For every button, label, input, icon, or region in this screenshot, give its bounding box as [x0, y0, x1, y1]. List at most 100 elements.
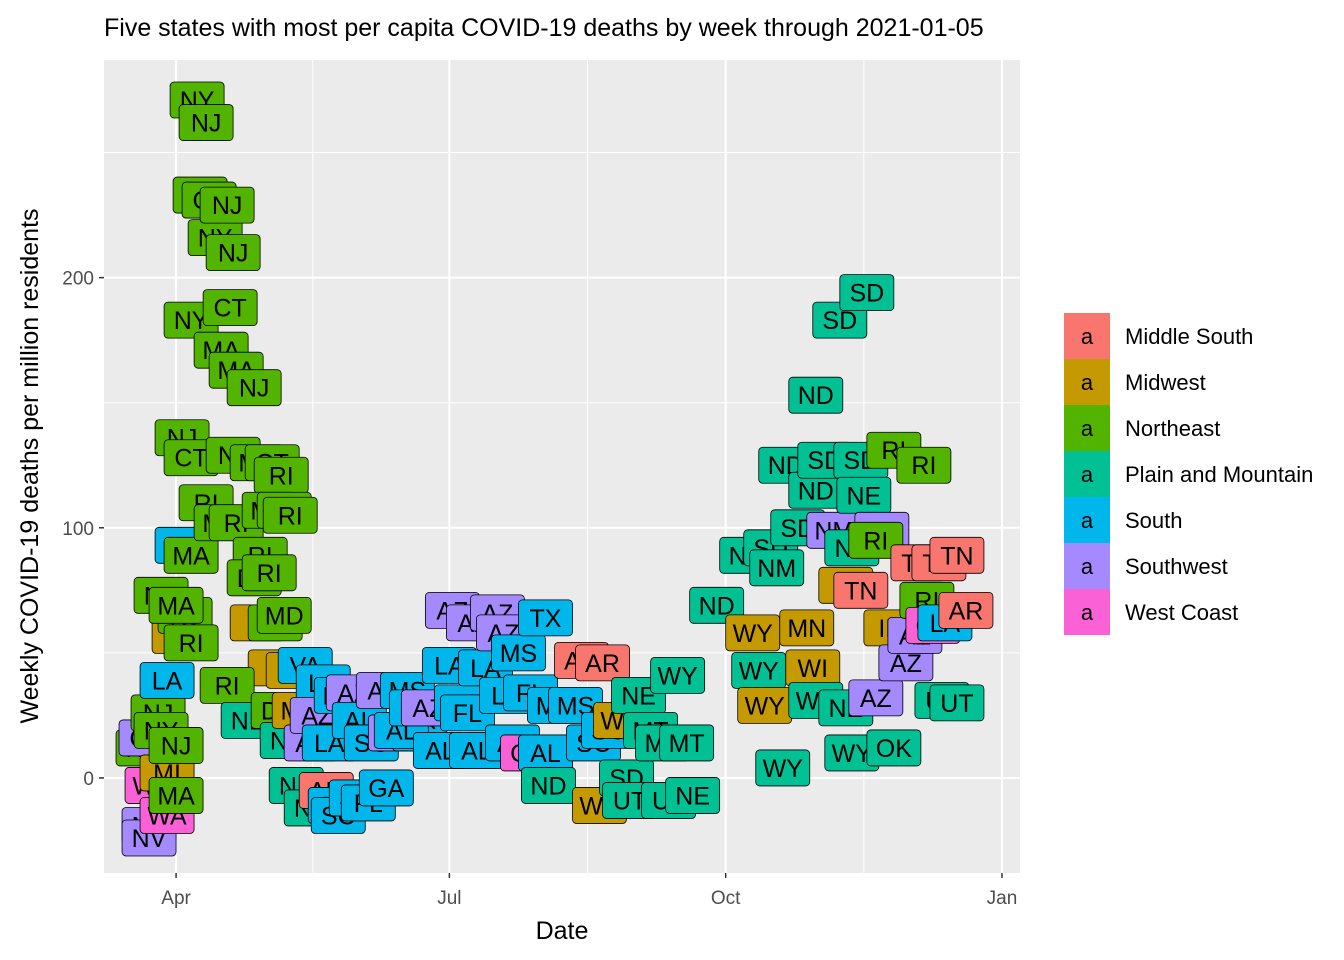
- data-point: TX: [518, 599, 573, 637]
- legend-key-glyph: a: [1081, 508, 1094, 533]
- legend-key-glyph: a: [1081, 600, 1094, 625]
- point-label-box: [256, 596, 312, 634]
- point-label: AR: [585, 650, 620, 678]
- point-label-box: [896, 446, 952, 484]
- point-label-box: [241, 554, 297, 592]
- data-point: UT: [929, 684, 985, 722]
- legend-key-glyph: a: [1081, 416, 1094, 441]
- legend-key: [1064, 405, 1110, 451]
- legend-key: [1064, 451, 1110, 497]
- point-label-box: [848, 521, 904, 559]
- point-label: TX: [530, 605, 562, 633]
- y-tick-label: 0: [83, 769, 94, 790]
- data-point: TN: [929, 536, 985, 574]
- data-point: GA: [358, 769, 414, 807]
- legend-item: a Midwest: [1064, 359, 1206, 405]
- point-label: AZ: [890, 650, 922, 678]
- point-label-box: [833, 571, 889, 609]
- point-label: OK: [876, 735, 912, 763]
- point-label-box: [358, 769, 414, 807]
- point-label: NE: [846, 482, 881, 510]
- legend-key: [1064, 359, 1110, 405]
- point-label-box: [839, 274, 895, 312]
- point-label: MA: [157, 592, 195, 620]
- point-label: ND: [798, 477, 834, 505]
- data-point: AL: [518, 734, 573, 772]
- point-label: WY: [657, 662, 698, 690]
- point-label: CT: [174, 445, 207, 473]
- data-point: NE: [665, 777, 721, 814]
- point-label-box: [866, 729, 922, 767]
- y-tick-label: 100: [62, 519, 94, 540]
- point-label: MS: [500, 640, 538, 668]
- legend-item: a Middle South: [1064, 313, 1253, 359]
- legend-item: a Plain and Mountain: [1064, 451, 1313, 497]
- point-label: MN: [787, 615, 826, 643]
- legend-item: a Northeast: [1064, 405, 1220, 451]
- legend-item: a West Coast: [1064, 589, 1238, 635]
- point-label: RI: [269, 462, 294, 490]
- data-point: ND: [521, 767, 576, 804]
- point-label-box: [226, 369, 282, 407]
- point-label-box: [755, 749, 811, 787]
- data-point: RI: [848, 521, 904, 559]
- data-point: ND: [689, 586, 745, 624]
- point-label-box: [205, 234, 261, 272]
- point-label-box: [178, 104, 234, 141]
- point-label: GA: [368, 775, 404, 803]
- point-label: MT: [669, 730, 705, 758]
- point-label-box: [938, 591, 994, 629]
- point-label-box: [521, 767, 576, 804]
- point-label: TN: [940, 542, 973, 570]
- point-label-box: [659, 724, 715, 762]
- data-point: ND: [788, 376, 844, 414]
- point-label: MA: [172, 542, 210, 570]
- point-label: NE: [621, 682, 656, 710]
- point-label-box: [139, 661, 195, 699]
- legend-label: Southwest: [1125, 554, 1228, 579]
- data-point: RI: [262, 496, 318, 534]
- point-label-box: [848, 679, 904, 717]
- point-label: UT: [613, 787, 646, 815]
- x-tick-label: Oct: [711, 888, 741, 909]
- data-point: RI: [241, 554, 297, 592]
- data-point: OK: [866, 729, 922, 767]
- data-point: AZ: [878, 644, 934, 682]
- legend-label: South: [1125, 508, 1183, 533]
- point-label: AZ: [860, 685, 892, 713]
- legend-key-glyph: a: [1081, 554, 1094, 579]
- legend-key: [1064, 543, 1110, 589]
- point-label: ND: [530, 772, 566, 800]
- data-point: MS: [491, 634, 546, 672]
- legend-item: a Southwest: [1064, 543, 1228, 589]
- data-point: MT: [659, 724, 715, 762]
- point-label: RI: [215, 672, 240, 700]
- chart-title: Five states with most per capita COVID-1…: [104, 14, 984, 42]
- point-label: WI: [798, 655, 829, 683]
- data-point: MD: [256, 596, 312, 634]
- legend-key: [1064, 589, 1110, 635]
- point-label: NJ: [191, 110, 222, 138]
- legend: a Middle South a Midwest a Northeast a Plain an…: [1064, 313, 1313, 635]
- point-label-box: [491, 634, 546, 672]
- data-point: CT: [163, 439, 219, 477]
- legend-label: West Coast: [1125, 600, 1238, 625]
- point-label-box: [689, 586, 745, 624]
- y-axis-ticks: 0 100 200: [62, 269, 104, 790]
- data-point: AR: [938, 591, 994, 629]
- data-point: WY: [725, 614, 781, 652]
- point-label: NJ: [161, 732, 192, 760]
- data-point: WY: [755, 749, 811, 787]
- point-label-box: [929, 684, 985, 722]
- data-point: TN: [833, 571, 889, 609]
- point-label-box: [163, 624, 219, 662]
- point-label: SD: [822, 307, 857, 335]
- legend-key: [1064, 497, 1110, 543]
- point-label: FL: [453, 700, 482, 728]
- data-point: RI: [163, 624, 219, 662]
- point-label: WY: [733, 620, 774, 648]
- legend-item: a South: [1064, 497, 1183, 543]
- point-label: NJ: [239, 375, 270, 403]
- legend-key-glyph: a: [1081, 462, 1094, 487]
